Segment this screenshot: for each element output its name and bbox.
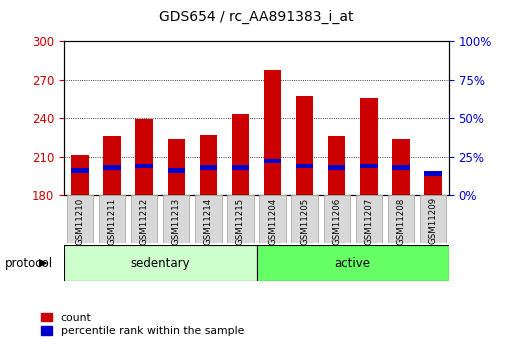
Bar <box>135 168 153 195</box>
Bar <box>163 195 189 243</box>
Bar <box>135 119 153 164</box>
Text: GSM11209: GSM11209 <box>428 197 438 245</box>
Legend: count, percentile rank within the sample: count, percentile rank within the sample <box>42 313 244 336</box>
Text: GSM11215: GSM11215 <box>236 197 245 245</box>
Bar <box>328 136 345 165</box>
Bar <box>291 195 318 243</box>
Bar <box>360 164 378 168</box>
Bar <box>392 139 409 165</box>
Bar <box>104 169 121 195</box>
Bar <box>360 98 378 164</box>
Bar <box>71 168 89 172</box>
Bar <box>264 70 281 159</box>
Bar <box>328 165 345 169</box>
Bar <box>64 245 256 281</box>
Text: GSM11210: GSM11210 <box>75 197 85 245</box>
Bar <box>264 159 281 164</box>
Bar <box>135 164 153 168</box>
Bar <box>360 168 378 195</box>
Bar <box>296 164 313 168</box>
Bar <box>195 195 222 243</box>
Bar <box>296 96 313 164</box>
Bar <box>388 195 414 243</box>
Text: GSM11211: GSM11211 <box>108 197 117 245</box>
Text: ▶: ▶ <box>40 258 48 268</box>
Text: GSM11213: GSM11213 <box>172 197 181 245</box>
Bar <box>71 155 89 168</box>
Bar <box>424 176 442 195</box>
Bar <box>324 195 350 243</box>
Bar <box>232 169 249 195</box>
Text: active: active <box>334 257 371 269</box>
Bar <box>296 168 313 195</box>
Text: GSM11205: GSM11205 <box>300 197 309 245</box>
Text: GSM11214: GSM11214 <box>204 197 213 245</box>
Bar <box>256 245 449 281</box>
Bar <box>232 114 249 165</box>
Bar <box>168 139 185 168</box>
Bar <box>104 165 121 169</box>
Text: GSM11212: GSM11212 <box>140 197 149 245</box>
Bar <box>392 165 409 169</box>
Text: GSM11207: GSM11207 <box>364 197 373 245</box>
Bar <box>200 165 217 169</box>
Bar <box>260 195 286 243</box>
Bar <box>232 165 249 169</box>
Text: GDS654 / rc_AA891383_i_at: GDS654 / rc_AA891383_i_at <box>159 10 354 24</box>
Bar <box>264 164 281 195</box>
Text: GSM11208: GSM11208 <box>396 197 405 245</box>
Bar <box>424 171 442 176</box>
Bar <box>328 169 345 195</box>
Bar <box>67 195 93 243</box>
Bar <box>168 168 185 172</box>
Bar <box>356 195 382 243</box>
Text: GSM11206: GSM11206 <box>332 197 341 245</box>
Text: sedentary: sedentary <box>130 257 190 269</box>
Bar <box>200 169 217 195</box>
Bar <box>131 195 157 243</box>
Bar <box>420 195 446 243</box>
Text: protocol: protocol <box>5 257 53 269</box>
Bar <box>392 169 409 195</box>
Bar <box>227 195 253 243</box>
Bar <box>168 172 185 195</box>
Bar <box>71 172 89 195</box>
Bar <box>200 135 217 165</box>
Bar <box>104 136 121 165</box>
Text: GSM11204: GSM11204 <box>268 197 277 245</box>
Bar <box>99 195 125 243</box>
